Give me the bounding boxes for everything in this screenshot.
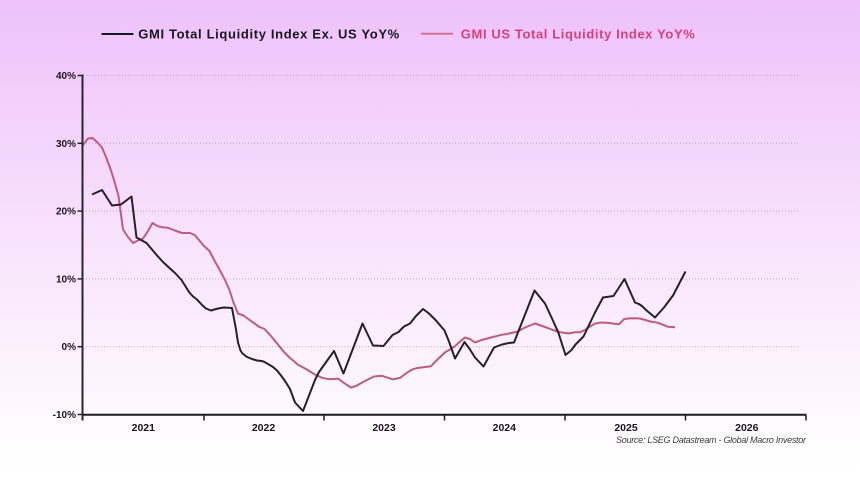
svg-text:0%: 0% bbox=[62, 342, 77, 353]
svg-text:30%: 30% bbox=[56, 139, 76, 150]
svg-text:40%: 40% bbox=[56, 71, 76, 82]
svg-text:2026: 2026 bbox=[735, 422, 759, 434]
svg-text:2023: 2023 bbox=[372, 422, 396, 434]
svg-text:2021: 2021 bbox=[132, 422, 156, 434]
svg-text:2024: 2024 bbox=[493, 422, 517, 434]
svg-text:2022: 2022 bbox=[252, 422, 276, 434]
svg-text:10%: 10% bbox=[56, 274, 76, 285]
svg-text:20%: 20% bbox=[56, 207, 76, 218]
svg-text:Source: LSEG Datastream - Glob: Source: LSEG Datastream - Global Macro I… bbox=[616, 435, 807, 445]
svg-text:-10%: -10% bbox=[53, 410, 76, 421]
svg-text:GMI Total Liquidity Index Ex.: GMI Total Liquidity Index Ex. US YoY% bbox=[138, 27, 399, 42]
svg-text:GMI US Total Liquidity Index Y: GMI US Total Liquidity Index YoY% bbox=[461, 27, 695, 42]
svg-text:2025: 2025 bbox=[614, 422, 638, 434]
